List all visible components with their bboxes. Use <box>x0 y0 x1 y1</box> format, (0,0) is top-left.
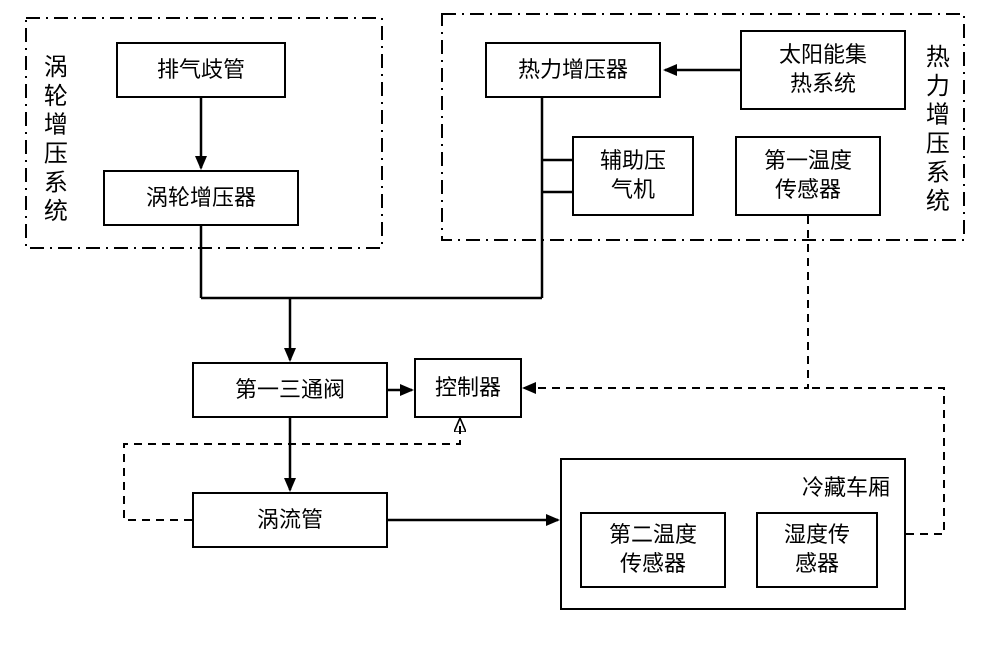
refrigerated-compartment-label: 冷藏车厢 <box>760 470 890 502</box>
controller-node: 控制器 <box>414 358 522 418</box>
refrigerated-compartment-label-text: 冷藏车厢 <box>802 475 890 500</box>
diagram-canvas: 涡轮增压系统 热力增压系统 排气歧管 涡轮增压器 热力增压器 太阳能集 热系统 … <box>0 0 1000 646</box>
solar-collector-label: 太阳能集 热系统 <box>779 41 867 98</box>
turbo-system-label-text: 涡轮增压系统 <box>39 54 65 227</box>
first-three-way-valve-node: 第一三通阀 <box>192 362 388 418</box>
turbocharger-label: 涡轮增压器 <box>146 184 256 213</box>
vortex-tube-node: 涡流管 <box>192 492 388 548</box>
exhaust-manifold-node: 排气歧管 <box>116 42 286 98</box>
humidity-sensor-label: 湿度传 感器 <box>784 521 850 578</box>
turbo-system-label: 涡轮增压系统 <box>36 54 68 227</box>
second-temp-sensor-node: 第二温度 传感器 <box>580 512 726 588</box>
thermal-supercharger-label: 热力增压器 <box>518 56 628 85</box>
first-three-way-label: 第一三通阀 <box>235 376 345 405</box>
thermal-system-label: 热力增压系统 <box>918 44 950 217</box>
thermal-system-label-text: 热力增压系统 <box>921 44 947 217</box>
second-temp-sensor-label: 第二温度 传感器 <box>609 521 697 578</box>
first-temp-sensor-label: 第一温度 传感器 <box>764 147 852 204</box>
aux-compressor-node: 辅助压 气机 <box>572 136 694 216</box>
controller-label: 控制器 <box>435 374 501 403</box>
thermal-supercharger-node: 热力增压器 <box>485 42 661 98</box>
exhaust-manifold-label: 排气歧管 <box>157 56 245 85</box>
aux-compressor-label: 辅助压 气机 <box>600 147 666 204</box>
solar-collector-node: 太阳能集 热系统 <box>740 30 906 110</box>
humidity-sensor-node: 湿度传 感器 <box>756 512 878 588</box>
turbocharger-node: 涡轮增压器 <box>103 170 299 226</box>
first-temp-sensor-node: 第一温度 传感器 <box>735 136 881 216</box>
vortex-tube-label: 涡流管 <box>257 506 323 535</box>
